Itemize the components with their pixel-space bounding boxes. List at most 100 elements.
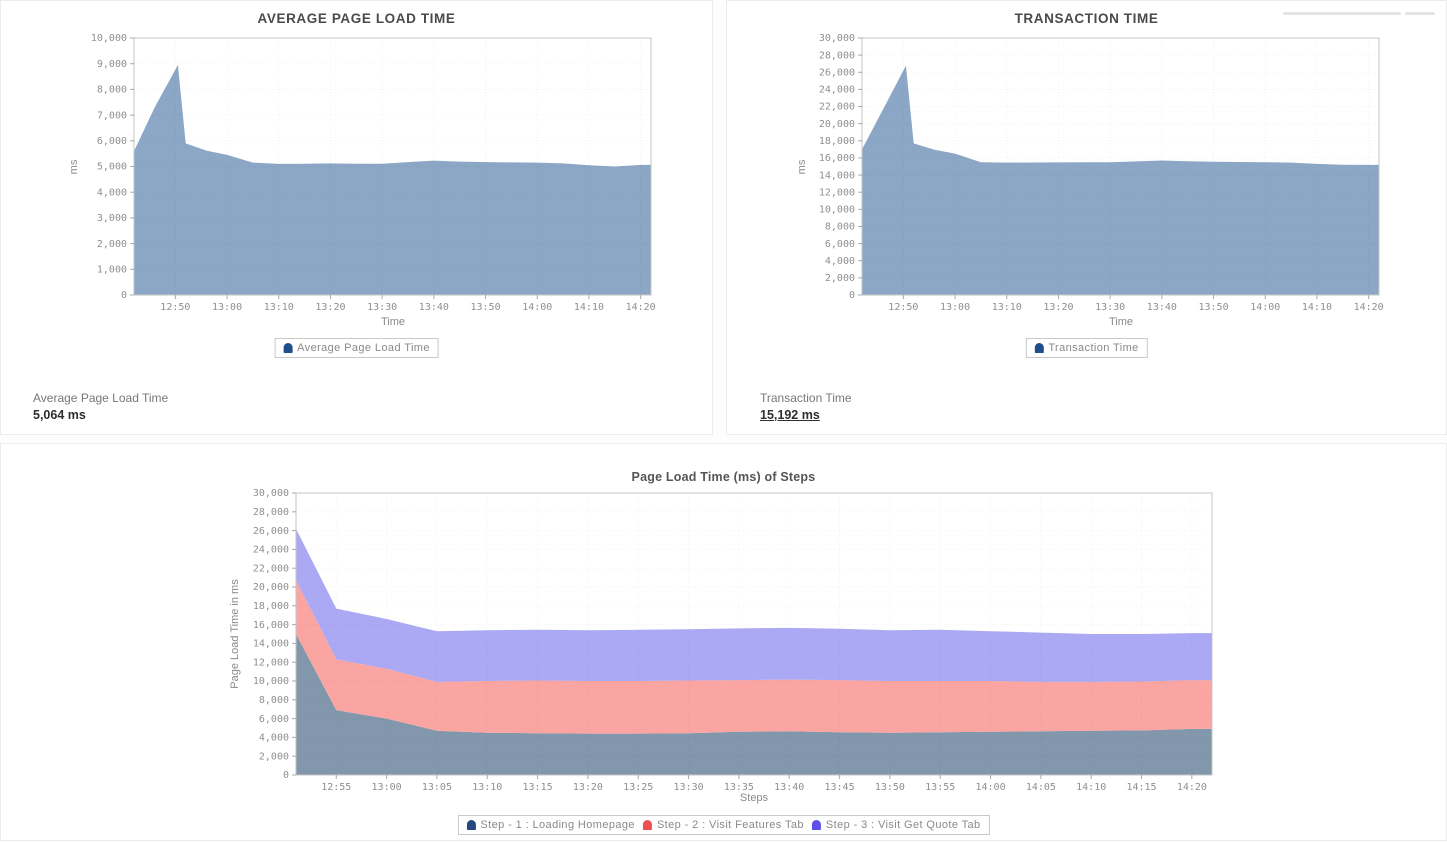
summary-value-link[interactable]: 15,192 ms bbox=[760, 407, 820, 422]
svg-text:13:30: 13:30 bbox=[367, 302, 397, 313]
steps-page-load-panel: Page Load Time (ms) of Steps 0 2,000 4,000… bbox=[0, 443, 1447, 841]
transaction-time-legend[interactable]: Transaction Time bbox=[1025, 338, 1148, 358]
svg-text:2,000: 2,000 bbox=[259, 751, 289, 762]
svg-text:12:50: 12:50 bbox=[160, 302, 190, 313]
svg-text:8,000: 8,000 bbox=[97, 85, 127, 96]
svg-text:Page Load Time in ms: Page Load Time in ms bbox=[229, 579, 241, 689]
svg-text:1,000: 1,000 bbox=[97, 265, 127, 276]
steps-stacked-area-chart[interactable]: 0 2,000 4,000 6,000 8,000 10,000 12,000 14,000 1… bbox=[1, 444, 1447, 842]
svg-text:13:10: 13:10 bbox=[264, 302, 294, 313]
svg-text:20,000: 20,000 bbox=[253, 582, 289, 593]
svg-text:14:20: 14:20 bbox=[626, 302, 656, 313]
svg-text:13:40: 13:40 bbox=[1147, 302, 1177, 313]
svg-text:28,000: 28,000 bbox=[819, 50, 855, 61]
legend-item-step-3[interactable]: Step - 3 : Visit Get Quote Tab bbox=[811, 819, 981, 831]
legend-item[interactable]: Average Page Load Time bbox=[283, 342, 430, 354]
svg-text:24,000: 24,000 bbox=[253, 545, 289, 556]
svg-text:10,000: 10,000 bbox=[91, 33, 127, 44]
series-marker-icon bbox=[466, 820, 476, 830]
svg-text:6,000: 6,000 bbox=[97, 136, 127, 147]
svg-text:13:50: 13:50 bbox=[471, 302, 501, 313]
legend-label: Transaction Time bbox=[1048, 342, 1139, 354]
svg-text:5,000: 5,000 bbox=[97, 162, 127, 173]
summary-value: 5,064 ms bbox=[33, 407, 86, 422]
svg-text:18,000: 18,000 bbox=[253, 601, 289, 612]
svg-text:0: 0 bbox=[849, 290, 855, 301]
svg-text:14,000: 14,000 bbox=[253, 639, 289, 650]
svg-text:2,000: 2,000 bbox=[825, 273, 855, 284]
svg-text:13:35: 13:35 bbox=[724, 782, 754, 793]
svg-text:24,000: 24,000 bbox=[819, 85, 855, 96]
svg-text:14:00: 14:00 bbox=[522, 302, 552, 313]
legend-label: Step - 2 : Visit Features Tab bbox=[656, 819, 804, 831]
summary-label: Average Page Load Time bbox=[33, 391, 169, 405]
svg-text:13:10: 13:10 bbox=[992, 302, 1022, 313]
svg-text:13:15: 13:15 bbox=[523, 782, 553, 793]
legend-item-step-1[interactable]: Step - 1 : Loading Homepage bbox=[466, 819, 635, 831]
steps-chart-title: Page Load Time (ms) of Steps bbox=[631, 470, 816, 484]
svg-text:ms: ms bbox=[68, 159, 80, 174]
svg-text:8,000: 8,000 bbox=[259, 695, 289, 706]
avg-page-load-legend[interactable]: Average Page Load Time bbox=[274, 338, 439, 358]
svg-text:13:00: 13:00 bbox=[372, 782, 402, 793]
svg-text:13:45: 13:45 bbox=[825, 782, 855, 793]
svg-text:22,000: 22,000 bbox=[819, 102, 855, 113]
series-marker-icon bbox=[283, 343, 293, 353]
svg-text:Time: Time bbox=[381, 316, 405, 328]
avg-page-load-chart[interactable]: 0 1,000 2,000 3,000 4,000 5,000 6,000 7,000 8,00… bbox=[1, 1, 714, 436]
svg-text:14:00: 14:00 bbox=[1250, 302, 1280, 313]
collapsed-toolbar-bar-small bbox=[1405, 12, 1435, 15]
svg-text:6,000: 6,000 bbox=[825, 239, 855, 250]
svg-text:4,000: 4,000 bbox=[259, 733, 289, 744]
svg-text:13:30: 13:30 bbox=[674, 782, 704, 793]
svg-text:13:25: 13:25 bbox=[623, 782, 653, 793]
avg-page-load-summary: Average Page Load Time 5,064 ms bbox=[33, 391, 168, 423]
legend-item[interactable]: Transaction Time bbox=[1034, 342, 1138, 354]
svg-text:14:10: 14:10 bbox=[574, 302, 604, 313]
transaction-time-panel: TRANSACTION TIME 0 2,000 4,000 6,000 8,000 10… bbox=[726, 0, 1447, 435]
legend-label: Step - 3 : Visit Get Quote Tab bbox=[825, 819, 981, 831]
svg-text:26,000: 26,000 bbox=[253, 526, 289, 537]
series-marker-icon bbox=[1034, 343, 1044, 353]
svg-text:13:10: 13:10 bbox=[472, 782, 502, 793]
svg-text:13:50: 13:50 bbox=[875, 782, 905, 793]
svg-text:13:00: 13:00 bbox=[212, 302, 242, 313]
svg-text:12:55: 12:55 bbox=[321, 782, 351, 793]
transaction-time-chart[interactable]: 0 2,000 4,000 6,000 8,000 10,000 12,000 14,000 1… bbox=[727, 1, 1447, 436]
svg-text:14:10: 14:10 bbox=[1302, 302, 1332, 313]
svg-text:13:00: 13:00 bbox=[940, 302, 970, 313]
svg-text:13:55: 13:55 bbox=[925, 782, 955, 793]
collapsed-toolbar-bar bbox=[1283, 12, 1401, 15]
series-marker-icon bbox=[811, 820, 821, 830]
steps-legend[interactable]: Step - 1 : Loading Homepage Step - 2 : V… bbox=[457, 815, 990, 835]
svg-text:30,000: 30,000 bbox=[819, 33, 855, 44]
svg-text:14:00: 14:00 bbox=[975, 782, 1005, 793]
svg-text:26,000: 26,000 bbox=[819, 67, 855, 78]
svg-text:Steps: Steps bbox=[740, 792, 769, 804]
svg-text:6,000: 6,000 bbox=[259, 714, 289, 725]
svg-text:14:20: 14:20 bbox=[1354, 302, 1384, 313]
summary-label: Transaction Time bbox=[760, 391, 852, 405]
svg-text:13:05: 13:05 bbox=[422, 782, 452, 793]
series-marker-icon bbox=[642, 820, 652, 830]
transaction-time-summary: Transaction Time 15,192 ms bbox=[760, 391, 852, 423]
svg-text:12,000: 12,000 bbox=[253, 657, 289, 668]
avg-page-load-chart-title: AVERAGE PAGE LOAD TIME bbox=[257, 11, 456, 26]
avg-page-load-panel: AVERAGE PAGE LOAD TIME 0 1,000 2,000 3,000 4… bbox=[0, 0, 713, 435]
svg-text:4,000: 4,000 bbox=[97, 187, 127, 198]
svg-text:0: 0 bbox=[121, 290, 127, 301]
svg-text:2,000: 2,000 bbox=[97, 239, 127, 250]
svg-text:22,000: 22,000 bbox=[253, 563, 289, 574]
svg-text:16,000: 16,000 bbox=[819, 153, 855, 164]
svg-text:16,000: 16,000 bbox=[253, 620, 289, 631]
svg-text:28,000: 28,000 bbox=[253, 507, 289, 518]
svg-text:10,000: 10,000 bbox=[819, 205, 855, 216]
svg-text:13:20: 13:20 bbox=[315, 302, 345, 313]
svg-text:14:05: 14:05 bbox=[1026, 782, 1056, 793]
svg-text:14:20: 14:20 bbox=[1177, 782, 1207, 793]
svg-text:12:50: 12:50 bbox=[888, 302, 918, 313]
legend-label: Step - 1 : Loading Homepage bbox=[480, 819, 635, 831]
legend-item-step-2[interactable]: Step - 2 : Visit Features Tab bbox=[642, 819, 804, 831]
svg-text:3,000: 3,000 bbox=[97, 213, 127, 224]
svg-text:20,000: 20,000 bbox=[819, 119, 855, 130]
